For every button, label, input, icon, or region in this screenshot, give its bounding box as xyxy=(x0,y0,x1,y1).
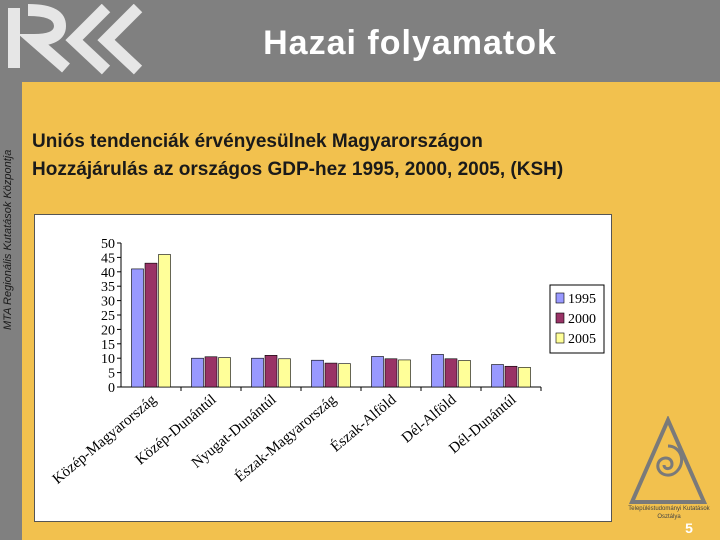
bar-1995-6 xyxy=(491,364,504,388)
x-category-label: Dél-Alföld xyxy=(399,391,460,446)
y-tick-label: 50 xyxy=(101,237,115,252)
bar-2005-6 xyxy=(518,367,531,388)
x-category-label: Észak-Magyarország xyxy=(232,391,340,486)
gdp-bar-chart: 05101520253035404550Közép-MagyarországKö… xyxy=(50,237,605,488)
y-tick-label: 45 xyxy=(101,251,115,266)
slide-subtitle: Uniós tendenciák érvényesülnek Magyarors… xyxy=(32,128,712,184)
bar-2005-4 xyxy=(398,359,411,388)
y-tick-label: 20 xyxy=(101,323,115,338)
bar-1995-3 xyxy=(311,359,324,388)
y-tick-label: 35 xyxy=(101,280,115,295)
bar-2000-4 xyxy=(384,358,398,388)
page-number: 5 xyxy=(685,520,693,536)
bar-1995-2 xyxy=(251,357,264,388)
subtitle-line-2: Hozzájárulás az országos GDP-hez 1995, 2… xyxy=(32,159,564,180)
sidebar-text: MTA Regionális Kutatások Központja xyxy=(2,149,14,330)
bar-1995-1 xyxy=(191,357,204,388)
bar-2005-5 xyxy=(458,360,471,388)
y-tick-label: 0 xyxy=(108,381,115,396)
bar-2000-0 xyxy=(144,262,158,388)
header-bar: Hazai folyamatok xyxy=(0,0,720,82)
legend-label-1995: 1995 xyxy=(568,292,596,307)
bar-2000-2 xyxy=(264,355,278,388)
bar-2005-0 xyxy=(158,254,171,388)
legend-swatch-2000 xyxy=(555,312,565,324)
legend-swatch-2005 xyxy=(555,332,565,344)
y-tick-label: 25 xyxy=(101,309,115,324)
institute-name: Településtudományi Kutatások Osztálya xyxy=(628,506,710,520)
y-tick-label: 40 xyxy=(101,266,115,281)
legend-swatch-1995 xyxy=(555,292,565,304)
bar-2005-1 xyxy=(218,357,231,388)
bar-1995-0 xyxy=(131,268,144,388)
page-title: Hazai folyamatok xyxy=(263,24,557,62)
legend-label-2005: 2005 xyxy=(568,332,596,347)
bar-2000-5 xyxy=(444,358,458,388)
x-category-label: Közép-Magyarország xyxy=(50,391,160,487)
x-category-label: Észak-Alföld xyxy=(327,391,400,456)
y-tick-label: 15 xyxy=(101,338,115,353)
y-tick-label: 10 xyxy=(101,352,115,367)
sidebar-strip xyxy=(0,82,22,540)
chart-area: 0 5 10 15 20 25 30 35 40 45 50 Közép-Magyarország Kö… xyxy=(34,214,612,522)
y-tick-label: 30 xyxy=(101,295,115,310)
legend-label-2000: 2000 xyxy=(568,312,596,327)
bar-2000-1 xyxy=(204,356,218,388)
bar-2000-6 xyxy=(504,365,518,388)
subtitle-line-1: Uniós tendenciák érvényesülnek Magyarors… xyxy=(32,131,483,152)
rkk-logo-icon xyxy=(8,4,143,75)
bar-1995-4 xyxy=(371,356,384,388)
bar-2005-3 xyxy=(338,363,351,388)
bar-1995-5 xyxy=(431,354,444,388)
institute-logo-icon xyxy=(628,416,708,504)
bar-2000-3 xyxy=(324,362,338,388)
y-tick-label: 5 xyxy=(108,367,115,382)
bar-2005-2 xyxy=(278,358,291,388)
